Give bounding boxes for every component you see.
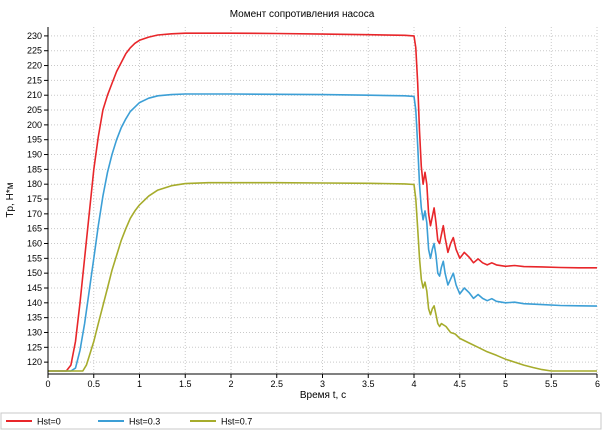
x-tick-label: 1.5	[179, 379, 192, 389]
x-tick-label: 3.5	[362, 379, 375, 389]
x-tick-label: 4.5	[453, 379, 466, 389]
y-tick-label: 120	[27, 357, 42, 367]
series-layer	[48, 32, 598, 372]
y-tick-label: 230	[27, 31, 42, 41]
y-axis-label: Tp, Н*м	[5, 182, 16, 217]
y-tick-label: 150	[27, 268, 42, 278]
x-tick-label: 0.5	[87, 379, 100, 389]
legend-label-3: Hst=0.7	[221, 417, 252, 427]
x-tick-label: 1	[137, 379, 142, 389]
y-tick-label: 125	[27, 342, 42, 352]
chart-title: Момент сопротивления насоса	[230, 9, 375, 20]
x-tick-label: 5.5	[545, 379, 558, 389]
x-tick-label: 4	[411, 379, 416, 389]
y-tick-label: 165	[27, 224, 42, 234]
y-tick-label: 220	[27, 61, 42, 71]
y-tick-label: 190	[27, 150, 42, 160]
y-tick-label: 215	[27, 75, 42, 85]
y-tick-label: 210	[27, 90, 42, 100]
legend-label-2: Hst=0.3	[129, 417, 160, 427]
y-tick-label: 135	[27, 313, 42, 323]
y-tick-label: 225	[27, 46, 42, 56]
y-tick-label: 155	[27, 253, 42, 263]
y-tick-label: 205	[27, 105, 42, 115]
legend-label-1: Hst=0	[37, 417, 61, 427]
y-tick-label: 180	[27, 179, 42, 189]
x-tick-label: 2	[228, 379, 233, 389]
y-tick-label: 170	[27, 209, 42, 219]
y-tick-label: 195	[27, 135, 42, 145]
y-tick-label: 185	[27, 164, 42, 174]
x-tick-label: 3	[320, 379, 325, 389]
y-tick-label: 200	[27, 120, 42, 130]
y-tick-label: 130	[27, 327, 42, 337]
x-tick-label: 5	[503, 379, 508, 389]
x-tick-label: 0	[45, 379, 50, 389]
y-tick-label: 175	[27, 194, 42, 204]
series-line-1	[48, 32, 597, 372]
series-line-2	[48, 93, 598, 372]
legend-box	[0, 412, 602, 430]
legend: Hst=0 Hst=0.3 Hst=0.7	[0, 412, 602, 430]
tick-labels: 0 0.5 1 1.5 2 2.5 3 3.5 4 4.5 5 5.5 6 120 125 130 135 140…	[27, 31, 600, 389]
x-tick-label: 2.5	[270, 379, 283, 389]
y-tick-label: 145	[27, 283, 42, 293]
y-tick-label: 160	[27, 239, 42, 249]
x-axis-label: Время t, с	[300, 390, 346, 401]
x-tick-label: 6	[595, 379, 600, 389]
series-line-3	[48, 181, 597, 372]
y-tick-label: 140	[27, 298, 42, 308]
axes	[44, 27, 598, 378]
